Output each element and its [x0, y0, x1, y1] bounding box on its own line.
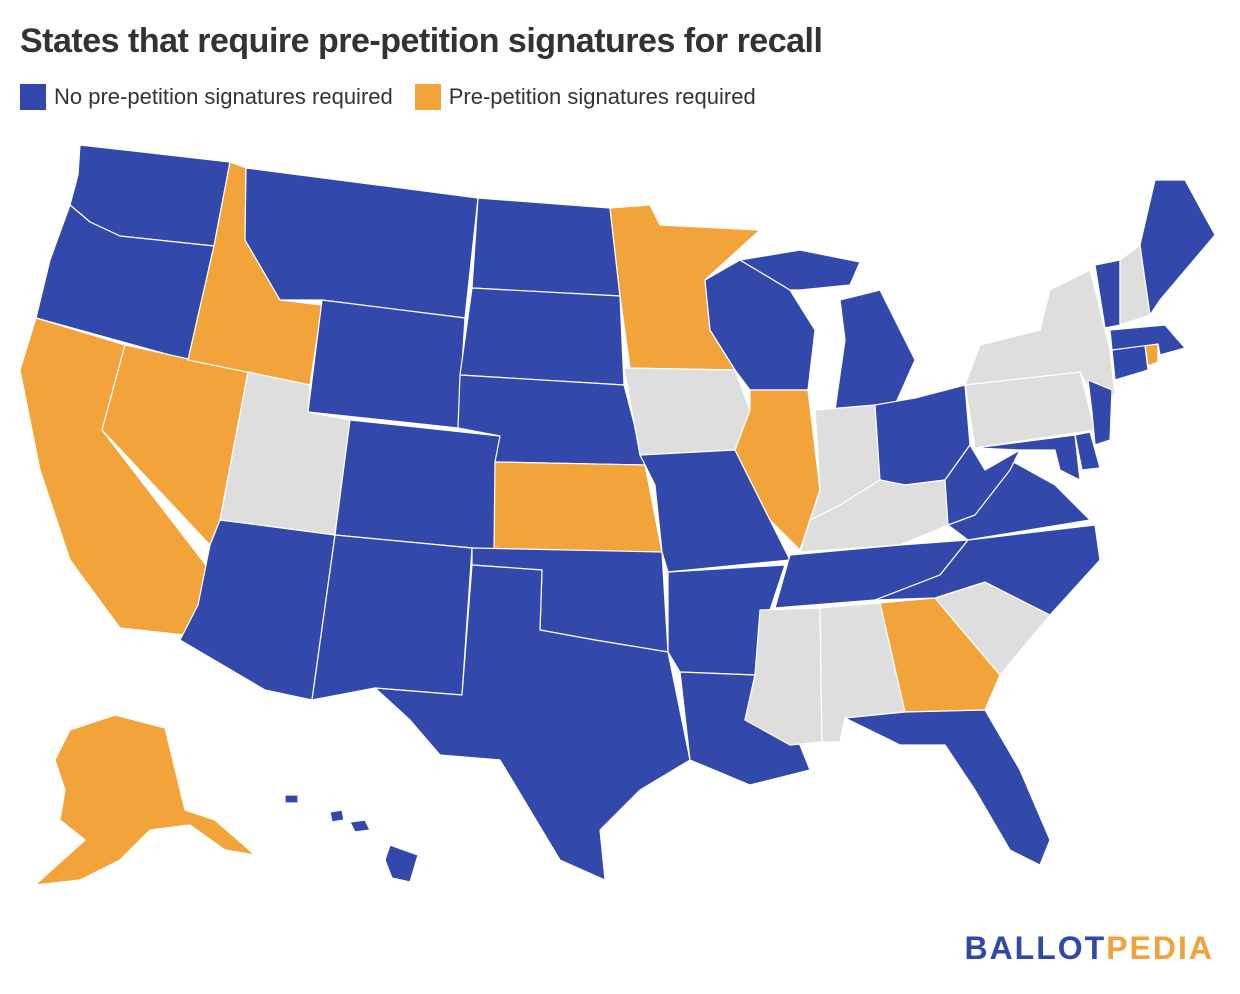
state-illinois[interactable] [734, 389, 821, 551]
state-texas[interactable] [374, 564, 691, 881]
legend-swatch-no-required [20, 84, 46, 110]
us-map [19, 144, 1216, 886]
state-new-jersey[interactable] [1087, 379, 1113, 446]
state-maine[interactable] [1139, 179, 1216, 316]
ballotpedia-logo: BALLOTPEDIA [964, 930, 1214, 966]
state-connecticut[interactable] [1111, 344, 1149, 381]
page-title: States that require pre-petition signatu… [20, 22, 823, 60]
state-montana[interactable] [244, 167, 479, 319]
state-north-carolina[interactable] [874, 524, 1101, 616]
state-colorado[interactable] [334, 419, 501, 551]
state-hawaii[interactable] [284, 794, 419, 883]
state-west-virginia[interactable] [944, 444, 1021, 526]
state-south-dakota[interactable] [459, 287, 625, 386]
legend-item-required: Pre-petition signatures required [414, 84, 756, 110]
state-massachusetts[interactable] [1109, 324, 1186, 356]
state-iowa[interactable] [623, 367, 751, 456]
legend-item-no-required: No pre-petition signatures required [20, 84, 393, 110]
legend: No pre-petition signatures required Pre-… [20, 84, 778, 110]
state-florida[interactable] [844, 709, 1051, 866]
state-north-dakota[interactable] [471, 197, 621, 297]
state-new-york[interactable] [964, 269, 1116, 401]
legend-swatch-required [414, 84, 441, 110]
state-kansas[interactable] [493, 461, 663, 553]
state-arizona[interactable] [179, 519, 336, 701]
legend-label-no-required: No pre-petition signatures required [54, 84, 393, 109]
state-rhode-island[interactable] [1144, 343, 1159, 367]
state-new-mexico[interactable] [311, 534, 473, 701]
legend-label-required: Pre-petition signatures required [448, 84, 756, 109]
state-alaska[interactable] [34, 714, 256, 886]
state-delaware[interactable] [1074, 431, 1101, 471]
state-wyoming[interactable] [307, 299, 466, 429]
